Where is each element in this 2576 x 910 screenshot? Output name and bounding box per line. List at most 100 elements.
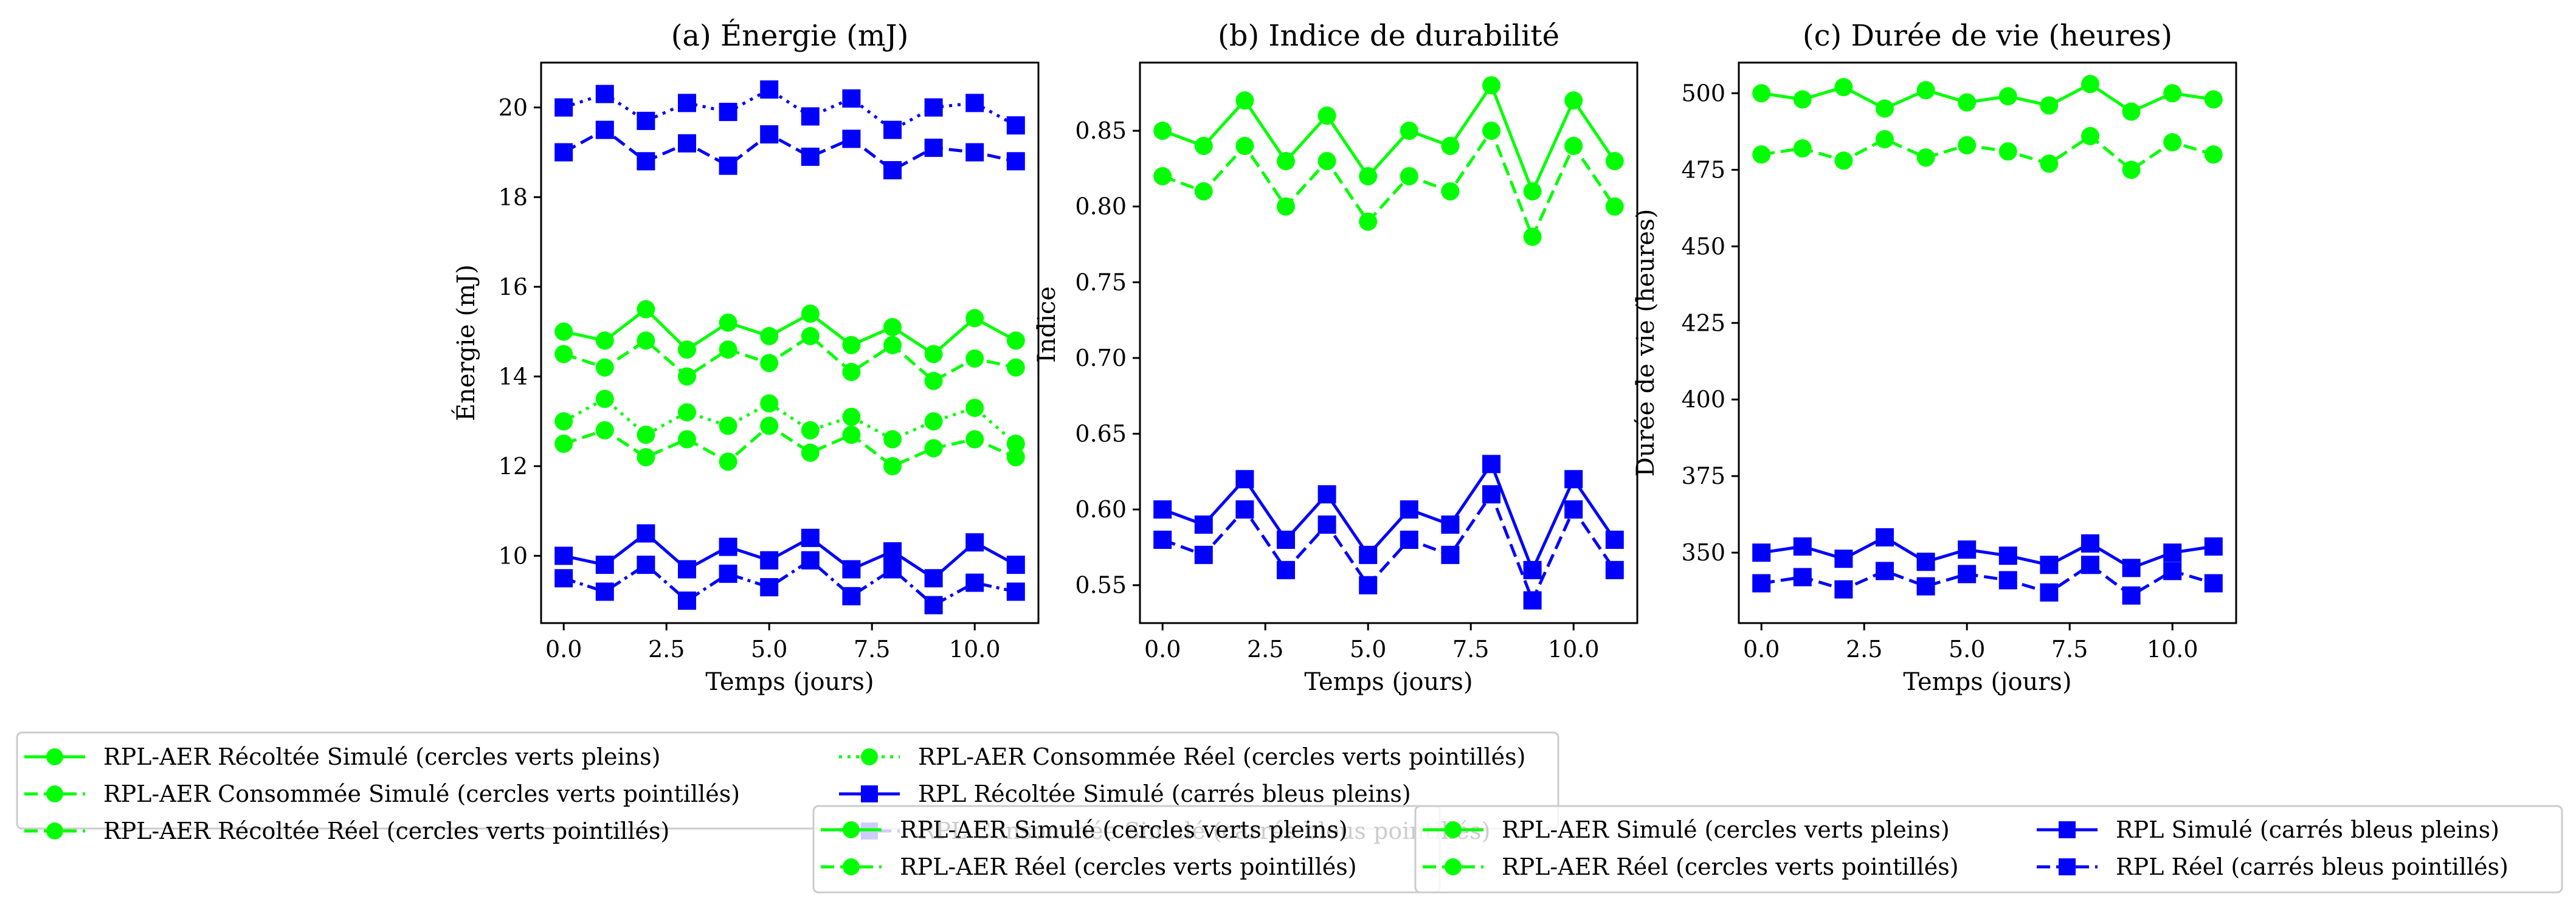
data-point-0-4-0 bbox=[554, 98, 573, 117]
data-point-2-1-9 bbox=[2122, 160, 2141, 179]
plot-frame bbox=[1738, 61, 2237, 624]
data-point-0-7-4 bbox=[719, 564, 737, 583]
data-point-2-2-1 bbox=[1793, 537, 1812, 556]
data-point-0-2-9 bbox=[924, 412, 943, 431]
legend-label: RPL Récoltée Simulé (carrés bleus pleins… bbox=[918, 781, 1411, 807]
data-point-0-3-7 bbox=[842, 426, 861, 444]
data-point-1-3-4 bbox=[1317, 515, 1336, 534]
data-point-0-4-9 bbox=[924, 98, 943, 117]
data-point-2-1-1 bbox=[1793, 139, 1812, 158]
y-tick-label: 14 bbox=[499, 363, 528, 390]
data-point-2-3-6 bbox=[1998, 571, 2017, 590]
data-point-2-2-3 bbox=[1875, 528, 1894, 546]
data-point-0-2-6 bbox=[801, 421, 820, 439]
x-tick-label: 5.0 bbox=[1350, 636, 1386, 663]
data-point-2-1-8 bbox=[2081, 126, 2100, 145]
data-point-0-6-2 bbox=[637, 524, 655, 543]
data-point-2-2-0 bbox=[1752, 543, 1771, 562]
data-point-0-5-6 bbox=[801, 147, 820, 166]
data-point-0-3-10 bbox=[965, 430, 984, 449]
legend-label: RPL-AER Consommée Réel (cercles verts po… bbox=[918, 743, 1526, 770]
y-tick-label: 0.75 bbox=[1075, 269, 1127, 295]
data-point-0-7-8 bbox=[883, 560, 902, 579]
data-point-1-0-1 bbox=[1194, 137, 1213, 156]
data-point-1-0-2 bbox=[1235, 91, 1254, 110]
data-point-0-7-1 bbox=[595, 582, 614, 601]
data-point-2-1-5 bbox=[1958, 136, 1977, 155]
series-line-0-0 bbox=[563, 308, 1017, 356]
data-point-1-1-11 bbox=[1605, 197, 1624, 216]
data-point-0-0-8 bbox=[883, 318, 902, 337]
data-point-0-2-11 bbox=[1006, 434, 1025, 453]
data-point-1-3-6 bbox=[1400, 530, 1418, 549]
data-point-0-1-2 bbox=[637, 331, 655, 350]
data-point-0-0-11 bbox=[1006, 331, 1025, 350]
data-point-1-1-3 bbox=[1276, 197, 1295, 216]
data-point-2-0-7 bbox=[2040, 96, 2059, 115]
data-point-0-6-6 bbox=[801, 528, 820, 547]
data-point-2-3-0 bbox=[1752, 574, 1771, 593]
data-point-1-1-0 bbox=[1153, 167, 1172, 185]
data-point-2-0-10 bbox=[2163, 84, 2182, 103]
data-point-0-7-9 bbox=[924, 596, 943, 615]
legend-marker bbox=[1445, 858, 1462, 875]
data-point-0-4-4 bbox=[719, 103, 737, 122]
data-point-0-3-9 bbox=[924, 439, 943, 458]
data-point-0-4-8 bbox=[883, 120, 902, 139]
data-point-0-0-0 bbox=[554, 322, 573, 341]
data-point-0-5-10 bbox=[965, 143, 984, 162]
data-point-1-0-11 bbox=[1605, 151, 1624, 170]
data-point-0-1-6 bbox=[801, 326, 820, 345]
data-point-1-3-10 bbox=[1564, 500, 1583, 519]
y-axis-label: Indice bbox=[1033, 286, 1061, 363]
data-point-1-0-8 bbox=[1482, 76, 1501, 95]
data-point-0-7-6 bbox=[801, 551, 820, 570]
data-point-2-3-10 bbox=[2163, 562, 2182, 581]
x-tick-label: 7.5 bbox=[2051, 636, 2088, 663]
data-point-0-1-1 bbox=[595, 358, 614, 377]
data-point-0-5-4 bbox=[719, 156, 737, 175]
data-point-0-0-4 bbox=[719, 313, 737, 332]
data-point-1-1-7 bbox=[1441, 182, 1460, 201]
legend-marker bbox=[843, 858, 860, 875]
data-point-0-6-7 bbox=[842, 560, 861, 579]
data-point-2-0-11 bbox=[2204, 90, 2223, 109]
chart-title: (a) Énergie (mJ) bbox=[671, 18, 909, 53]
legend-box bbox=[1414, 805, 2563, 894]
data-point-0-7-7 bbox=[842, 587, 861, 605]
data-point-0-4-10 bbox=[965, 94, 984, 112]
data-point-0-3-1 bbox=[595, 421, 614, 439]
data-point-1-2-4 bbox=[1317, 485, 1336, 504]
data-point-0-5-9 bbox=[924, 139, 943, 157]
plot-frame bbox=[540, 61, 1040, 624]
x-tick-label: 10.0 bbox=[2147, 636, 2198, 663]
data-point-1-2-3 bbox=[1276, 530, 1295, 549]
data-point-0-4-3 bbox=[677, 94, 696, 112]
data-point-0-0-7 bbox=[842, 336, 861, 354]
legend-label: RPL Simulé (carrés bleus pleins) bbox=[2116, 816, 2499, 843]
data-point-0-6-3 bbox=[677, 560, 696, 579]
data-point-0-3-4 bbox=[719, 452, 737, 471]
data-point-0-3-3 bbox=[677, 430, 696, 449]
series-line-1-1 bbox=[1162, 129, 1616, 239]
data-point-0-4-7 bbox=[842, 89, 861, 108]
data-point-0-5-8 bbox=[883, 161, 902, 180]
chart-panel-1: 0.0 2.5 5.0 7.5 10.0 0.55 0.60 0.65 0.70 0.75 0.80… bbox=[1033, 19, 1638, 696]
series-line-1-2 bbox=[1162, 462, 1616, 572]
x-tick-label: 10.0 bbox=[1548, 636, 1600, 663]
data-point-1-3-8 bbox=[1482, 485, 1501, 504]
data-point-2-2-8 bbox=[2081, 534, 2100, 553]
data-point-0-3-6 bbox=[801, 443, 820, 462]
data-point-0-2-10 bbox=[965, 398, 984, 417]
data-point-1-2-5 bbox=[1359, 545, 1378, 564]
data-point-0-2-0 bbox=[554, 412, 573, 431]
y-tick-label: 0.85 bbox=[1075, 117, 1127, 144]
legend-marker bbox=[46, 822, 63, 839]
data-point-0-4-2 bbox=[637, 111, 655, 130]
legend-label: RPL-AER Réel (cercles verts pointillés) bbox=[900, 853, 1357, 880]
data-point-2-3-5 bbox=[1958, 565, 1977, 584]
chart-panel-2: 0.0 2.5 5.0 7.5 10.0 350 375 400 425 450 475 500 (c)… bbox=[1632, 19, 2237, 696]
data-point-0-3-5 bbox=[760, 416, 779, 435]
data-point-2-1-10 bbox=[2163, 133, 2182, 151]
